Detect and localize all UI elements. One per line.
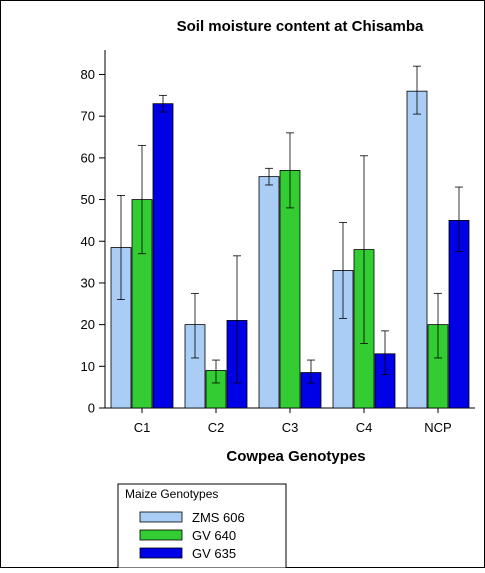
x-tick-label: C1 [134,420,151,435]
error-bars [117,65,463,384]
x-tick-label: C2 [208,420,225,435]
bar [258,176,280,409]
legend-swatch [139,511,183,523]
bar [152,103,174,409]
legend-swatch [139,547,183,559]
legend-label: GV 640 [192,528,236,543]
legend-title: Maize Genotypes [125,487,218,501]
bar [406,90,428,409]
x-tick-label: C4 [356,420,373,435]
y-tick-label: 60 [81,150,95,165]
y-tick-label: 10 [81,359,95,374]
legend: Maize Genotypes ZMS 606 GV 640 GV 635 [117,483,287,569]
y-tick-label: 30 [81,275,95,290]
y-tick-label: 80 [81,67,95,82]
y-tick-label: 20 [81,317,95,332]
y-tick-label: 0 [88,401,95,416]
y-tick-label: 40 [81,234,95,249]
y-tick-label: 50 [81,192,95,207]
legend-swatch [139,529,183,541]
legend-label: GV 635 [192,546,236,561]
x-axis-label: Cowpea Genotypes [226,448,365,465]
legend-label: ZMS 606 [192,510,245,525]
y-tick-label: 70 [81,109,95,124]
x-tick-label: C3 [282,420,299,435]
chart-title: Soil moisture content at Chisamba [177,18,424,35]
x-tick-label: NCP [424,420,451,435]
